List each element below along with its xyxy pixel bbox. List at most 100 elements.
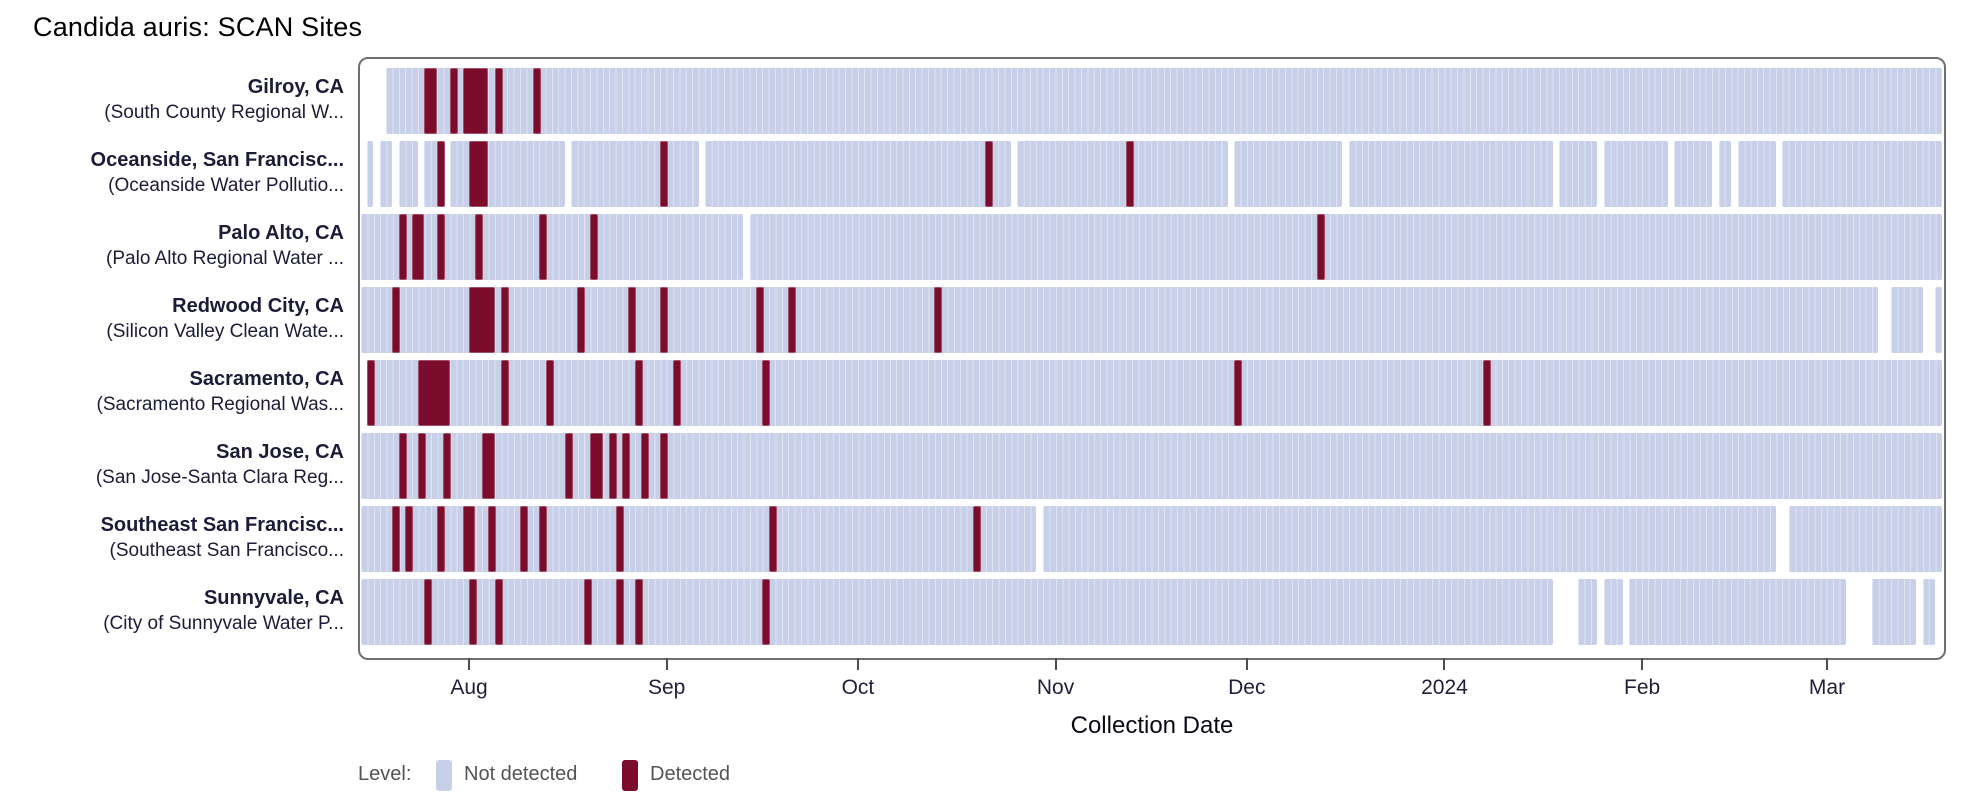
chart-title: Candida auris: SCAN Sites [33,12,363,42]
not-detected-segment [360,579,1553,645]
site-label: San Jose, CA (San Jose-Santa Clara Reg... [14,439,344,491]
site-label: Palo Alto, CA (Palo Alto Regional Water .… [14,220,344,272]
detected-segment [494,68,503,134]
not-detected-segment [1718,141,1732,207]
site-facility: (San Jose-Santa Clara Reg... [95,467,344,488]
not-detected-segment [360,506,1037,572]
detected-segment [583,579,592,645]
not-detected-segment [1042,506,1776,572]
detected-segment [615,579,624,645]
axis-tick [1054,658,1057,670]
site-label: Southeast San Francisc... (Southeast San … [14,512,344,564]
not-detected-segment [1788,506,1942,572]
not-detected-segment [704,141,1011,207]
site-name: Sunnyvale, CA [203,587,344,609]
site-row [360,141,1944,207]
detected-segment [494,579,503,645]
axis-tick-label: 2024 [1421,676,1468,699]
axis-tick-label: Aug [450,676,488,699]
site-name: San Jose, CA [216,441,344,463]
site-row [360,579,1944,645]
site-name: Sacramento, CA [189,368,345,390]
site-name: Redwood City, CA [172,295,344,317]
not-detected-segment [360,214,744,280]
detected-segment [462,506,476,572]
site-facility: (Southeast San Francisco... [109,540,344,561]
detected-segment [437,214,446,280]
site-name: Southeast San Francisc... [100,514,344,536]
detected-segment [762,579,771,645]
site-label: Redwood City, CA (Silicon Valley Clean Wa… [14,293,344,345]
detected-segment [634,579,643,645]
detected-segment [660,433,669,499]
site-row [360,68,1944,134]
site-row [360,433,1944,499]
axis-tick-label: Sep [647,676,686,699]
site-name: Gilroy, CA [247,76,344,98]
detected-segment [564,433,573,499]
detected-segment [462,68,489,134]
site-facility: (South County Regional W... [104,102,344,123]
detected-segment [424,579,433,645]
detected-segment [660,287,669,353]
axis-tick [1443,658,1446,670]
site-row [360,287,1944,353]
detected-segment [437,506,446,572]
not-detected-segment [1922,579,1936,645]
detected-swatch [622,760,638,791]
not-detected-segment [398,141,418,207]
site-label: Oceanside, San Francisc... (Oceanside Wat… [14,147,344,199]
not-detected-segment [449,141,565,207]
detected-segment [641,433,650,499]
site-facility: (Silicon Valley Clean Wate... [106,321,344,342]
axis-tick [665,658,668,670]
detected-segment [398,214,407,280]
axis-tick-label: Oct [841,676,875,699]
not-detected-label: Not detected [464,763,578,785]
detected-segment [673,360,682,426]
not-detected-segment [1871,579,1917,645]
axis-tick [1826,658,1828,670]
axis-tick-label: Nov [1036,676,1075,699]
detected-segment [755,287,764,353]
detected-segment [622,433,630,499]
detected-segment [481,433,495,499]
detected-segment [628,287,637,353]
detected-segment [475,214,484,280]
detected-segment [449,68,458,134]
detected-segment [443,433,452,499]
detected-segment [762,360,771,426]
axis-tick [468,658,470,670]
detected-segment [469,579,477,645]
detected-segment [609,433,618,499]
not-detected-segment [386,68,1942,134]
site-name: Palo Alto, CA [218,222,344,244]
detected-segment [417,433,426,499]
detected-segment [520,506,528,572]
detected-segment [615,506,624,572]
detected-segment [972,506,981,572]
not-detected-segment [1673,141,1713,207]
not-detected-segment [1603,141,1668,207]
axis-tick-label: Dec [1228,676,1266,699]
not-detected-segment [1559,141,1598,207]
not-detected-segment [1348,141,1553,207]
detected-segment [437,141,446,207]
axis-tick-label: Feb [1624,676,1661,699]
detected-segment [934,287,943,353]
site-name: Oceanside, San Francisc... [90,149,344,171]
detected-segment [392,287,401,353]
detected-segment [545,360,554,426]
not-detected-segment [1603,579,1623,645]
not-detected-segment [1782,141,1942,207]
detected-segment [424,68,438,134]
site-facility: (Oceanside Water Pollutio... [108,175,344,196]
detected-segment [634,360,643,426]
detected-label: Detected [650,763,731,785]
not-detected-segment [571,141,699,207]
detected-segment [1125,141,1134,207]
not-detected-segment [1890,287,1923,353]
not-detected-segment [379,141,393,207]
not-detected-segment [749,214,1942,280]
not-detected-segment [1578,579,1598,645]
